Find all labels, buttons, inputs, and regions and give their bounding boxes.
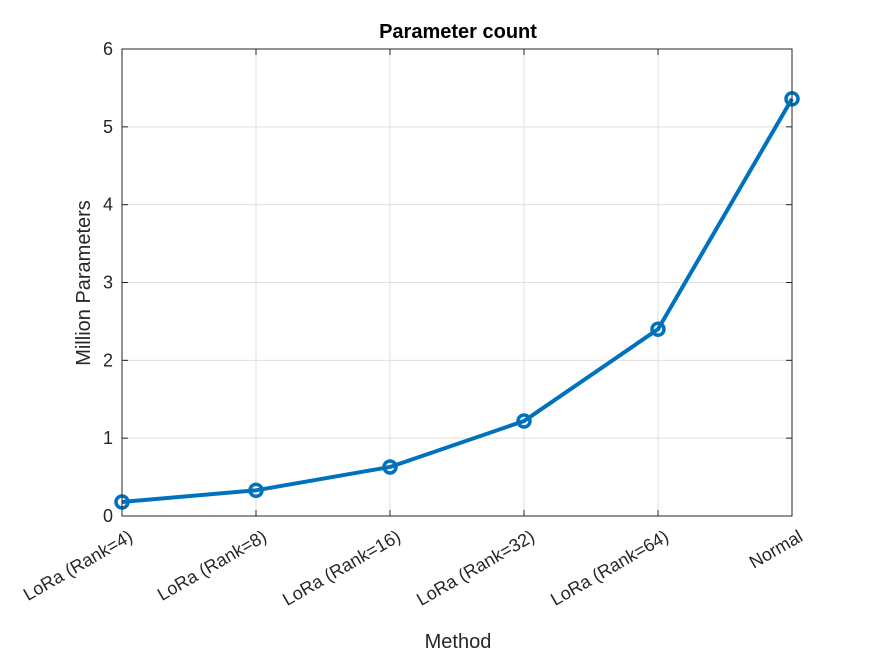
grid-lines (122, 49, 792, 516)
data-point (382, 459, 398, 475)
data-point (516, 413, 532, 429)
data-series (114, 91, 800, 510)
y-tick-label: 5 (103, 117, 113, 137)
chart-title: Parameter count (379, 21, 537, 43)
x-axis-label: Method (425, 631, 492, 653)
y-axis-ticks: 0 1 2 3 4 5 6 (103, 39, 792, 526)
y-tick-label: 2 (103, 350, 113, 370)
x-tick-label: LoRa (Rank=4) (20, 526, 136, 605)
data-point (650, 321, 666, 337)
y-tick-label: 4 (103, 195, 113, 215)
y-axis-label: Million Parameters (73, 200, 95, 366)
series-line (121, 97, 794, 504)
y-tick-label: 0 (103, 506, 113, 526)
y-tick-label: 3 (103, 273, 113, 293)
x-tick-label: LoRa (Rank=16) (279, 526, 404, 610)
x-tick-label: LoRa (Rank=8) (154, 526, 270, 605)
plot-frame (121, 48, 793, 517)
x-tick-label: LoRa (Rank=32) (413, 526, 538, 610)
data-point (248, 482, 264, 499)
x-tick-label: Normal (746, 526, 806, 572)
y-tick-label: 6 (103, 39, 113, 59)
x-axis-ticks: LoRa (Rank=4) LoRa (Rank=8) LoRa (Rank=16)… (20, 49, 806, 610)
x-tick-label: LoRa (Rank=64) (547, 526, 672, 610)
y-tick-label: 1 (103, 428, 113, 448)
